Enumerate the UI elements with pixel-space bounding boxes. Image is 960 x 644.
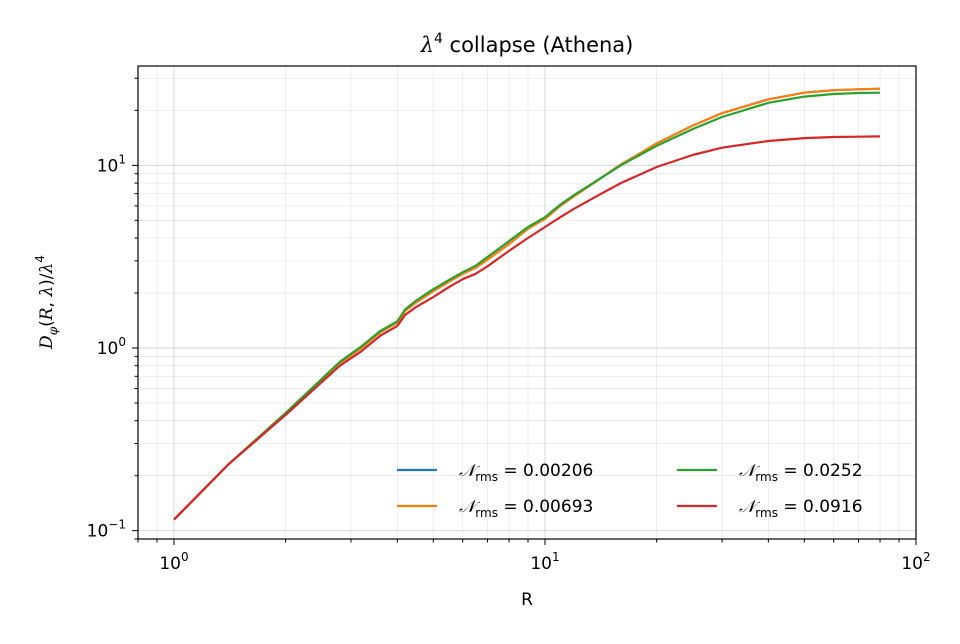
legend: 𝒩rms = 0.00206 𝒩rms = 0.00693 𝒩rms = 0.025… [397,461,863,520]
x-tick-label: 101 [530,550,559,574]
title-lambda: λ [420,33,434,57]
series-line-3 [173,91,881,521]
y-label-phi: φ [46,326,60,335]
y-axis-label: Dφ(R, λ)/λ4 [33,255,60,350]
series-line-4 [173,135,881,521]
legend-label-3: 𝒩rms = 0.0252 [739,461,863,484]
title-lambda-exponent: 4 [434,31,443,47]
grid [137,66,917,540]
x-tick-label: 102 [901,550,930,574]
x-tick-label: 100 [159,550,188,574]
x-axis-label: R [521,590,533,610]
series-line-1 [173,87,881,521]
y-label-r: R [37,307,57,321]
legend-label-4: 𝒩rms = 0.0916 [739,497,863,520]
y-label-args: ( [37,320,57,327]
legend-label-1: 𝒩rms = 0.00206 [459,461,593,484]
axis-ticks: 100 101 102 10−1 100 101 [87,77,931,574]
plot-frame [137,65,917,540]
series-lines [173,87,881,521]
chart-title: λ4 collapse (Athena) [420,31,634,57]
legend-label-2: 𝒩rms = 0.00693 [459,497,593,520]
y-tick-label: 101 [97,152,126,176]
series-line-2 [173,87,881,521]
title-text: collapse (Athena) [443,33,634,57]
y-tick-label: 100 [97,335,126,359]
y-label-d: D [37,335,57,350]
y-tick-label: 10−1 [87,518,126,542]
